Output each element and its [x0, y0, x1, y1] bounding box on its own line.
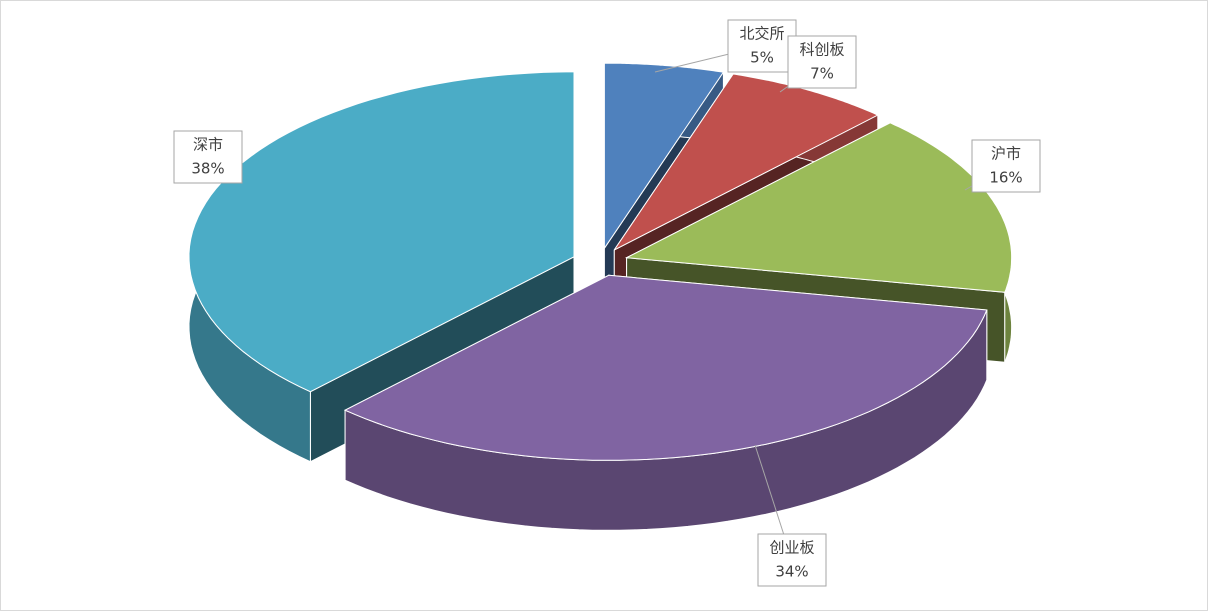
value-label: 34%: [775, 563, 808, 581]
value-label: 5%: [750, 49, 774, 67]
value-label: 16%: [989, 169, 1022, 187]
slice: [624, 122, 1013, 293]
category-label: 创业板: [769, 539, 814, 557]
label-box: [173, 130, 243, 184]
category-label: 科创板: [799, 41, 844, 59]
category-label: 深市: [193, 136, 223, 154]
slice: [188, 71, 575, 393]
category-label: 沪市: [991, 145, 1021, 163]
label-box: [787, 35, 857, 89]
slice: [613, 73, 879, 251]
slice-group: [343, 274, 988, 531]
value-label: 7%: [810, 65, 834, 83]
category-label: 北交所: [739, 25, 784, 43]
slice: [343, 274, 988, 461]
slice: [603, 62, 725, 250]
label-box: [727, 19, 797, 73]
label-box: [971, 139, 1041, 193]
label-box: [757, 533, 827, 587]
value-label: 38%: [191, 160, 224, 178]
